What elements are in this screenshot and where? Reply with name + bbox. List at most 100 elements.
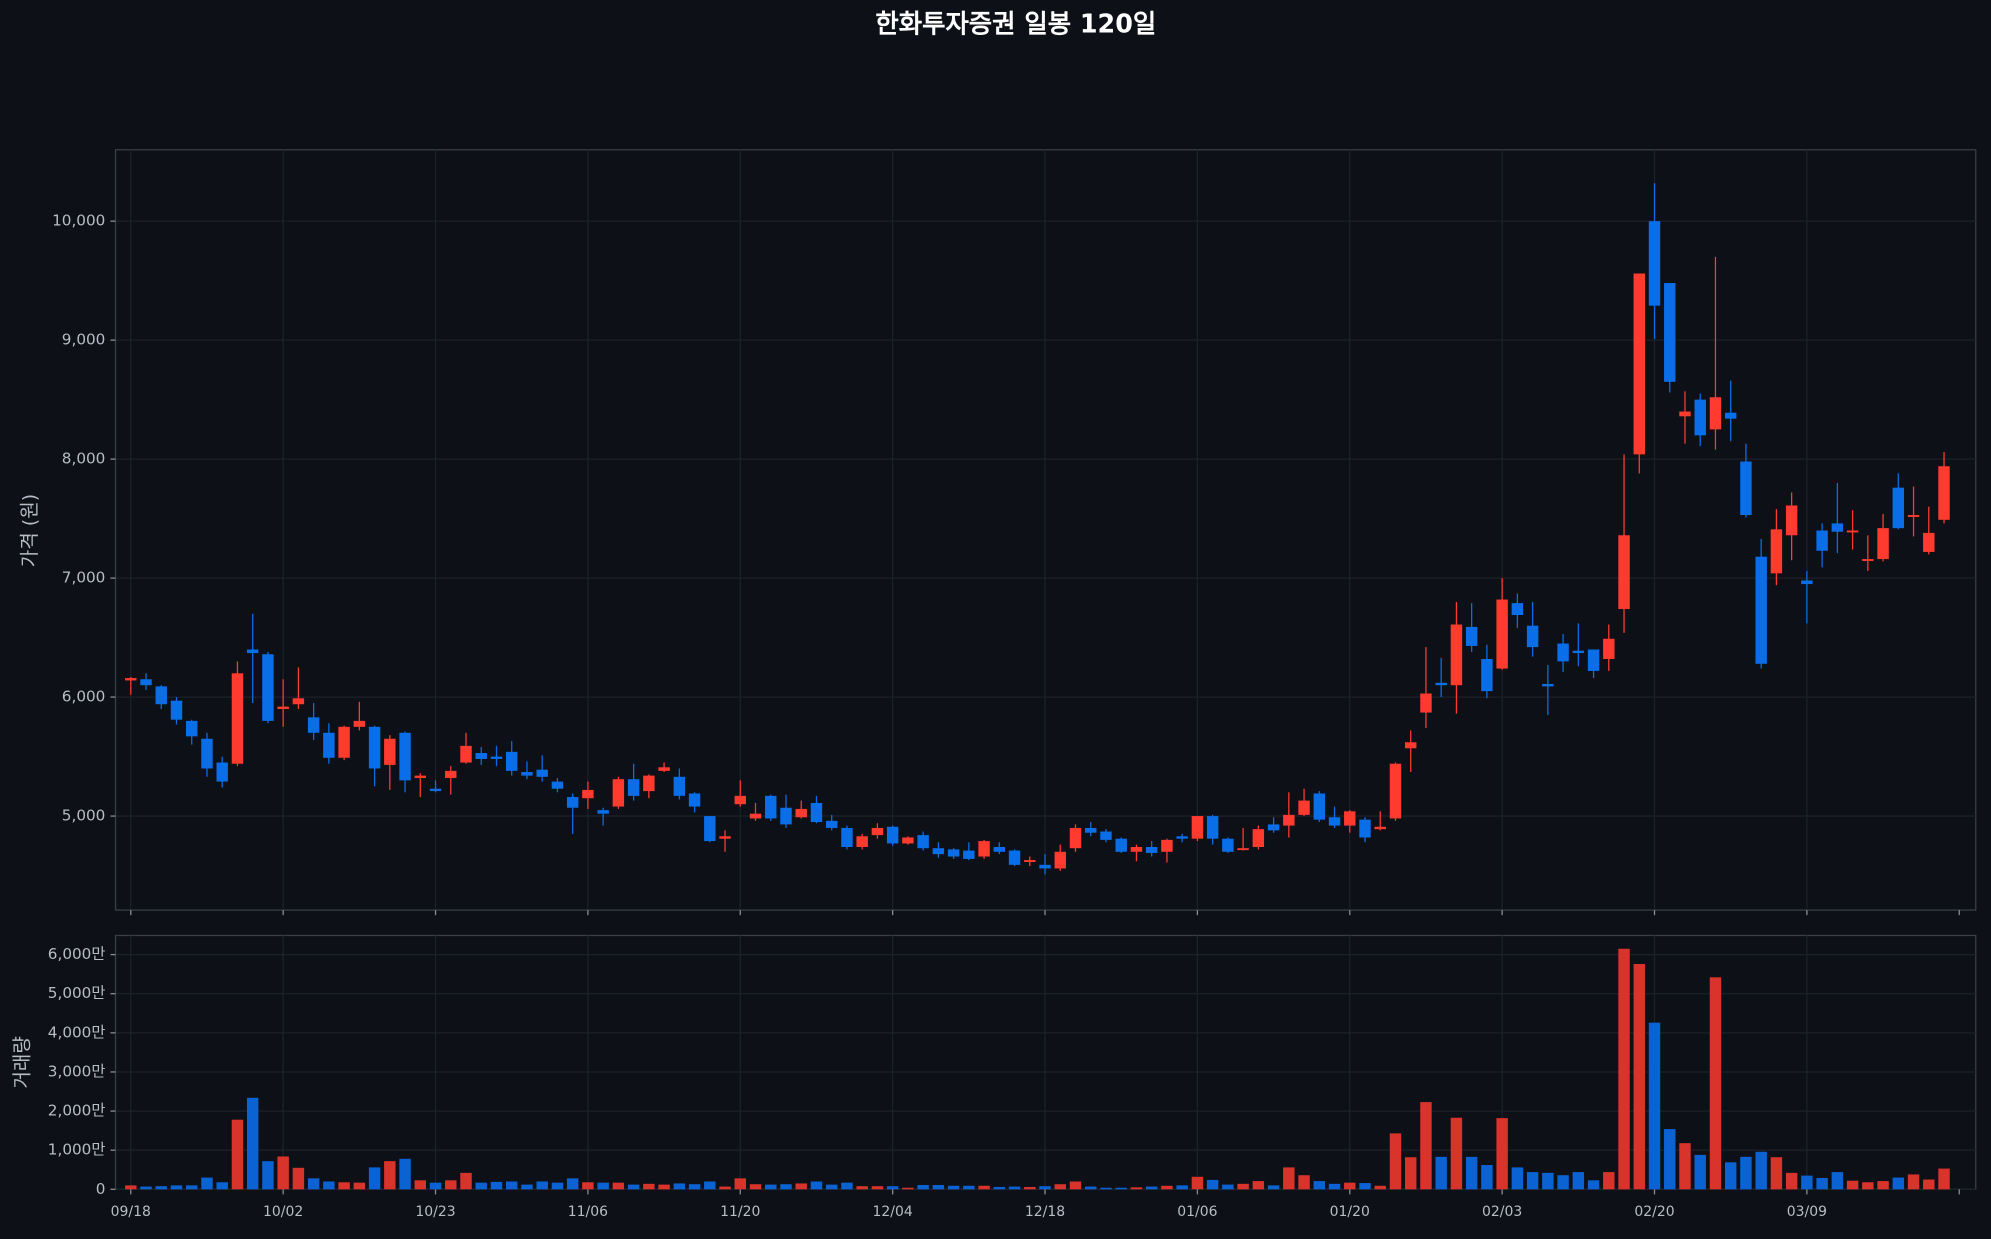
- volume-bar: [1664, 1129, 1676, 1190]
- volume-bar: [1206, 1179, 1219, 1190]
- volume-bar: [1862, 1182, 1874, 1190]
- y-tick-label: 10,000: [52, 212, 105, 230]
- candle-body: [1420, 693, 1432, 713]
- y-tick-label: 3,000만: [48, 1062, 106, 1080]
- candle-body: [399, 732, 411, 781]
- candle-body: [612, 779, 625, 807]
- volume-bar: [1069, 1181, 1082, 1190]
- volume-bar: [1024, 1186, 1036, 1190]
- candle-body: [627, 779, 640, 796]
- candle-body: [414, 775, 427, 778]
- volume-bar: [704, 1181, 716, 1190]
- candle-body: [1938, 466, 1950, 520]
- candle-body: [673, 776, 686, 796]
- candle-body: [947, 849, 960, 857]
- volume-bar: [1344, 1182, 1356, 1190]
- candle-body: [1298, 800, 1310, 815]
- candle-body: [1450, 624, 1463, 686]
- volume-bar: [1450, 1117, 1463, 1190]
- volume-bar: [1465, 1156, 1478, 1190]
- volume-bar: [582, 1182, 594, 1190]
- volume-bar: [1176, 1185, 1188, 1190]
- volume-bar: [658, 1184, 670, 1190]
- volume-bar: [1603, 1172, 1615, 1190]
- x-tick-label: 01/20: [1330, 1204, 1370, 1220]
- volume-bar: [1328, 1183, 1341, 1190]
- candle-body: [1694, 399, 1706, 436]
- candle-body: [993, 847, 1006, 852]
- volume-bar: [353, 1182, 366, 1190]
- candle-body: [1816, 530, 1828, 551]
- candle-body: [658, 767, 670, 771]
- volume-bar: [978, 1185, 990, 1190]
- candle-body: [886, 826, 899, 844]
- candle-body: [963, 850, 975, 859]
- candle-body: [1862, 559, 1874, 561]
- volume-bar: [399, 1158, 411, 1190]
- volume-bar: [490, 1181, 503, 1190]
- x-tick-label: 12/18: [1025, 1204, 1065, 1220]
- candle-body: [1328, 817, 1341, 826]
- candle-body: [1587, 649, 1600, 671]
- candle-body: [1679, 411, 1691, 417]
- candle-body: [262, 654, 274, 721]
- candle-body: [1572, 650, 1585, 654]
- volume-bar: [1877, 1181, 1889, 1190]
- y-tick-label: 4,000만: [48, 1023, 106, 1041]
- candle-body: [1024, 860, 1036, 862]
- candle-body: [1054, 851, 1066, 869]
- candle-body: [841, 827, 853, 848]
- volume-bar: [1008, 1186, 1021, 1190]
- volume-bar: [1161, 1185, 1173, 1190]
- candle-body: [1176, 836, 1188, 839]
- x-tick-label: 02/20: [1634, 1204, 1674, 1220]
- candle-body: [170, 700, 183, 720]
- candle-body: [1374, 826, 1386, 830]
- volume-bar: [1435, 1156, 1447, 1190]
- candle-body: [277, 706, 289, 709]
- candle-body: [536, 769, 548, 777]
- volume-bar: [1755, 1151, 1767, 1190]
- volume-bar: [932, 1185, 945, 1190]
- candle-body: [1008, 850, 1021, 865]
- candle-body: [719, 836, 731, 839]
- candle-body: [521, 772, 533, 776]
- chart-title: 한화투자증권 일봉 120일: [875, 8, 1156, 38]
- candle-body: [1267, 824, 1280, 831]
- volume-bar: [902, 1187, 914, 1190]
- volume-bar: [368, 1167, 381, 1190]
- volume-bar: [155, 1186, 167, 1190]
- volume-bar: [1557, 1175, 1569, 1190]
- x-tick-label: 11/20: [720, 1204, 760, 1220]
- volume-bar: [1709, 977, 1722, 1190]
- x-tick-label: 03/09: [1787, 1204, 1827, 1220]
- candle-body: [1344, 811, 1356, 826]
- volume-bar: [521, 1184, 533, 1190]
- y-tick-label: 8,000: [62, 450, 106, 468]
- x-tick-label: 10/23: [415, 1204, 455, 1220]
- volume-bar: [1222, 1184, 1234, 1190]
- candle-body: [1633, 273, 1645, 455]
- candle-body: [1877, 528, 1889, 560]
- volume-bar: [231, 1119, 244, 1190]
- candle-body: [384, 738, 396, 765]
- volume-bar: [1115, 1187, 1127, 1190]
- x-tick-label: 10/02: [263, 1204, 303, 1220]
- candle-body: [1557, 643, 1569, 662]
- candle-body: [445, 770, 457, 778]
- volume-bar: [140, 1186, 152, 1190]
- candle-body: [1724, 412, 1737, 419]
- volume-bar: [825, 1184, 838, 1190]
- volume-bar: [627, 1184, 640, 1190]
- candle-body: [1923, 532, 1935, 552]
- candle-body: [566, 797, 579, 808]
- candle-body: [460, 745, 472, 763]
- candle-body: [475, 753, 487, 759]
- candle-body: [1801, 580, 1813, 585]
- candle-body: [1283, 814, 1295, 826]
- volume-bar: [1572, 1172, 1585, 1190]
- volume-bar: [1130, 1187, 1143, 1190]
- candle-body: [902, 837, 914, 844]
- candle-body: [1313, 793, 1326, 820]
- candle-body: [1526, 625, 1539, 648]
